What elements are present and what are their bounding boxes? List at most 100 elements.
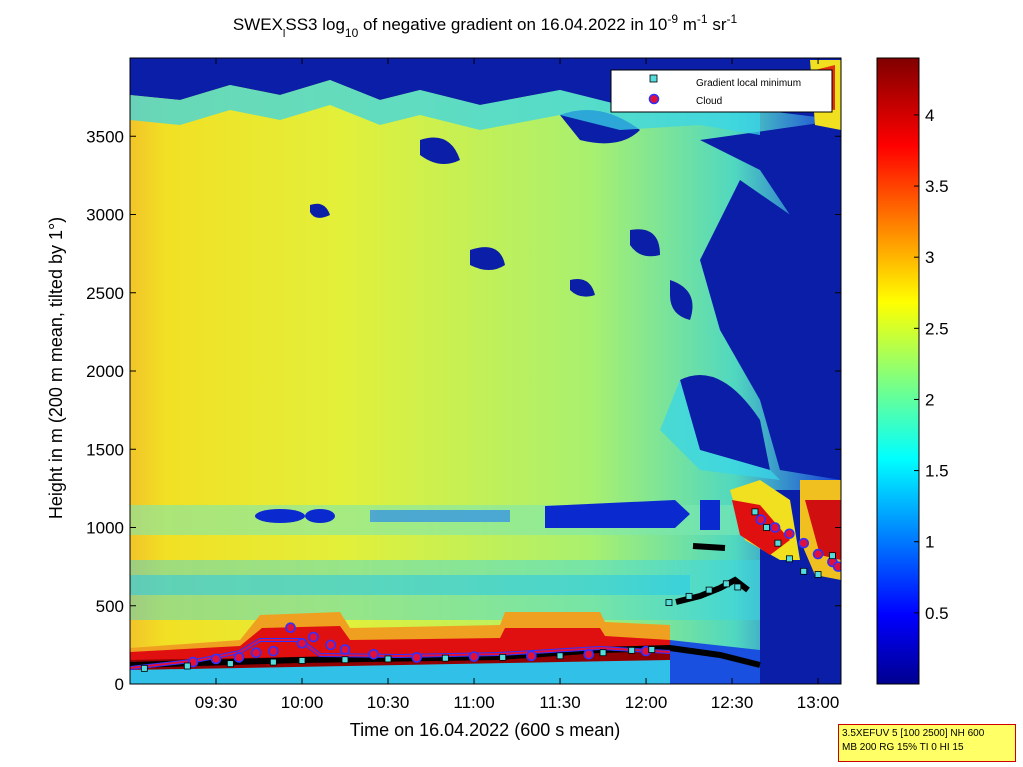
cloud-point bbox=[210, 653, 222, 665]
gradient-minimum-point bbox=[722, 580, 730, 588]
cloud-point bbox=[285, 622, 296, 633]
cloud-point bbox=[755, 514, 767, 525]
y-axis: 0 500 1000 1500 2000 2500 3000 3500 bbox=[86, 127, 841, 694]
title-mid: SS3 log bbox=[285, 15, 345, 34]
gradient-minimum-point bbox=[785, 555, 793, 563]
cloud-point bbox=[325, 639, 336, 651]
legend-marker-minimum bbox=[649, 74, 658, 83]
layer-1000m bbox=[130, 500, 760, 535]
cloud-point bbox=[233, 652, 245, 663]
title-prefix: SWEX bbox=[233, 15, 283, 34]
y-tick-label: 0 bbox=[115, 675, 124, 694]
gradient-minimum-point bbox=[814, 571, 822, 578]
title-sub: l bbox=[283, 28, 285, 40]
chart-title: SWEXlSS3 log10 of negative gradient on 1… bbox=[233, 12, 738, 40]
y-tick-label: 1000 bbox=[86, 519, 124, 538]
layer-600m bbox=[130, 575, 690, 595]
cloud-point bbox=[784, 528, 795, 540]
x-axis-label: Time on 16.04.2022 (600 s mean) bbox=[350, 720, 621, 740]
cloud-point bbox=[769, 522, 781, 533]
legend: Gradient local minimum Cloud bbox=[610, 69, 833, 113]
gradient-minimum-point bbox=[628, 646, 636, 654]
gradient-minimum-point bbox=[384, 655, 392, 663]
title-unit-m: m bbox=[678, 15, 697, 34]
gradient-minimum-point bbox=[774, 539, 782, 547]
gradient-minimum-point bbox=[441, 654, 449, 662]
legend-label-cloud: Cloud bbox=[696, 96, 722, 107]
gradient-minimum-point bbox=[298, 657, 306, 664]
gradient-minimum-point bbox=[648, 646, 656, 653]
gradient-minimum-point bbox=[499, 653, 507, 661]
info-line-2: MB 200 RG 15% TI 0 HI 15 bbox=[842, 742, 964, 753]
y-tick-label: 2000 bbox=[86, 362, 124, 381]
cloud-point bbox=[411, 652, 422, 663]
cloud-point bbox=[339, 644, 351, 655]
title-sub2: 10 bbox=[345, 26, 359, 40]
gradient-minimum-point bbox=[763, 524, 770, 531]
title-exp3: -1 bbox=[726, 12, 737, 26]
gradient-minimum-point bbox=[800, 567, 808, 575]
y-tick-label: 3000 bbox=[86, 206, 124, 225]
cloud-point bbox=[583, 648, 595, 660]
y-tick-label: 3500 bbox=[86, 127, 124, 146]
title-unit-sr: sr bbox=[708, 15, 727, 34]
colorbar-tick-label: 1 bbox=[925, 533, 934, 552]
gradient-minimum-point bbox=[665, 599, 673, 607]
gradient-minimum-point bbox=[341, 656, 349, 664]
gradient-minimum-point bbox=[828, 552, 836, 560]
colorbar-tick-label: 3.5 bbox=[925, 177, 949, 196]
x-tick-label: 13:00 bbox=[797, 693, 840, 712]
cloud-point bbox=[798, 537, 810, 549]
colorbar-tick-label: 0.5 bbox=[925, 604, 949, 623]
cloud-point bbox=[832, 561, 841, 572]
x-tick-label: 10:30 bbox=[367, 693, 410, 712]
heatmap-area bbox=[130, 58, 841, 684]
y-tick-label: 2500 bbox=[86, 284, 124, 303]
cloud-point bbox=[812, 548, 824, 560]
y-tick-label: 500 bbox=[96, 597, 124, 616]
x-tick-label: 12:00 bbox=[625, 693, 668, 712]
gradient-minimum-point bbox=[734, 583, 742, 591]
gradient-minimum-point bbox=[751, 508, 759, 516]
colorbar-gradient bbox=[876, 57, 920, 685]
gradient-minimum-point bbox=[556, 652, 564, 660]
info-line-1: 3.5XEFUV 5 [100 2500] NH 600 bbox=[842, 728, 985, 739]
colorbar-tick-label: 4 bbox=[925, 106, 934, 125]
cloud-point bbox=[250, 647, 262, 659]
y-axis-label: Height in m (200 m mean, tilted by 1°) bbox=[46, 217, 66, 519]
title-rest: of negative gradient on 16.04.2022 in 10 bbox=[358, 15, 667, 34]
gradient-minimum-point bbox=[183, 662, 191, 670]
x-axis: 09:30 10:00 10:30 11:00 11:30 12:00 12:30 13:00 bbox=[195, 58, 840, 712]
y-tick-label: 1500 bbox=[86, 440, 124, 459]
minima-trail-short bbox=[692, 543, 726, 551]
colorbar-tick-label: 2 bbox=[925, 390, 934, 409]
colorbar-tick-label: 1.5 bbox=[925, 462, 949, 481]
x-tick-label: 12:30 bbox=[711, 693, 754, 712]
markers-layer bbox=[140, 508, 841, 672]
title-exp1: -9 bbox=[667, 12, 678, 26]
legend-box bbox=[610, 69, 833, 113]
gradient-minimum-point bbox=[685, 592, 693, 600]
cloud-point bbox=[468, 651, 480, 662]
cloud-point bbox=[268, 645, 279, 657]
cloud-point bbox=[526, 650, 537, 662]
gradient-minimum-point bbox=[226, 660, 234, 668]
gradient-minimum-point bbox=[599, 649, 607, 657]
colorbar-ticks: 0.5 1 1.5 2 2.5 3 3.5 4 bbox=[914, 106, 949, 623]
x-tick-label: 10:00 bbox=[281, 693, 324, 712]
cloud-point bbox=[308, 631, 319, 643]
cloud-point bbox=[368, 648, 379, 660]
x-tick-label: 11:00 bbox=[453, 693, 494, 712]
x-tick-label: 09:30 bbox=[195, 693, 238, 712]
colorbar: 0.5 1 1.5 2 2.5 3 3.5 4 bbox=[876, 57, 949, 685]
gradient-minimum-point bbox=[269, 658, 277, 666]
colorbar-tick-label: 3 bbox=[925, 248, 934, 267]
legend-label-minimum: Gradient local minimum bbox=[696, 78, 801, 89]
colorbar-tick-label: 2.5 bbox=[925, 319, 949, 338]
cloud-point bbox=[187, 656, 199, 668]
cloud-point bbox=[296, 638, 308, 649]
legend-marker-cloud bbox=[648, 93, 660, 105]
title-exp2: -1 bbox=[697, 12, 708, 26]
x-tick-label: 11:30 bbox=[539, 693, 580, 712]
